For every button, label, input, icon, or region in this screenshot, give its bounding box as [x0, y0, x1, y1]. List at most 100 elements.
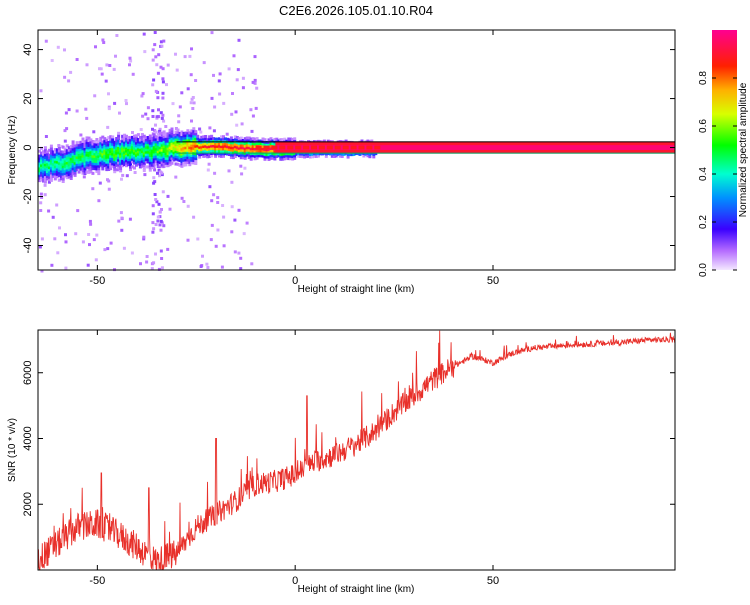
ridge-cell	[140, 150, 144, 154]
ridge-cell	[164, 134, 168, 138]
ridge-cell	[249, 147, 253, 151]
snr-frame	[37, 329, 676, 571]
ridge-cell	[231, 143, 235, 147]
ridge-cell	[176, 133, 180, 137]
ridge-cell	[231, 146, 235, 150]
ridge-cell	[196, 142, 200, 146]
ridge-cell	[166, 147, 170, 151]
ridge-cell	[109, 157, 113, 161]
noise-cell	[227, 67, 231, 71]
noise-cell	[250, 129, 254, 133]
noise-cell	[214, 244, 218, 248]
ridge-cell	[216, 152, 219, 156]
ridge-cell	[315, 152, 318, 156]
ridge-cell	[194, 149, 198, 153]
ridge-cell	[164, 149, 168, 153]
noise-cell	[44, 39, 48, 43]
noise-cell	[188, 54, 192, 58]
ridge-cell	[87, 156, 91, 160]
noise-cell	[98, 181, 102, 185]
ridge-cell	[214, 147, 218, 151]
ridge-cell	[251, 147, 255, 150]
ridge-cell	[261, 142, 265, 146]
ridge-cell	[57, 166, 61, 170]
ridge-cell	[178, 132, 182, 135]
noise-cell	[100, 72, 104, 76]
ridge-cell	[53, 162, 57, 166]
ridge-cell	[259, 142, 263, 145]
ridge-cell	[97, 157, 101, 161]
noise-cell	[218, 72, 222, 76]
ridge-cell	[152, 140, 156, 144]
ridge-cell	[123, 160, 127, 164]
ridge-cell	[239, 141, 243, 145]
noise-cell	[216, 196, 220, 200]
ridge-cell	[263, 150, 267, 154]
ridge-cell	[166, 149, 170, 153]
ridge-cell	[107, 160, 111, 164]
ridge-cell	[245, 138, 249, 142]
ridge-cell	[247, 143, 251, 147]
noise-cell	[221, 204, 225, 207]
ridge-cell	[194, 139, 198, 143]
ridge-cell	[43, 168, 47, 172]
ridge-cell	[210, 137, 214, 141]
ridge-cell	[59, 167, 63, 171]
ridge-cell	[75, 148, 79, 152]
ridge-cell	[53, 148, 57, 151]
ridge-cell	[131, 165, 134, 169]
ridge-cell	[109, 154, 113, 158]
ridge-cell	[61, 160, 65, 164]
ridge-cell	[156, 162, 160, 166]
ridge-cell	[259, 149, 263, 153]
ridge-cell	[43, 170, 47, 174]
ridge-cell	[229, 136, 233, 140]
ridge-cell	[271, 142, 275, 145]
y-tick-label: 4000	[22, 426, 34, 450]
ridge-cell	[166, 164, 170, 168]
ridge-cell	[97, 145, 101, 149]
noise-cell	[125, 102, 128, 106]
noise-cell	[198, 127, 202, 131]
ridge-cell	[188, 143, 192, 147]
noise-cell	[56, 251, 60, 255]
ridge-cell	[283, 157, 287, 161]
ridge-cell	[134, 146, 138, 150]
ridge-cell	[156, 145, 160, 149]
ridge-cell	[38, 164, 41, 168]
ridge-cell	[129, 138, 132, 142]
ridge-cell	[255, 139, 259, 143]
noise-cell	[235, 78, 239, 82]
noise-cell	[249, 108, 253, 112]
ridge-cell	[45, 165, 49, 169]
ridge-cell	[301, 155, 305, 159]
ridge-cell	[129, 165, 132, 169]
noise-cell	[160, 208, 163, 211]
ridge-cell	[257, 142, 261, 145]
ridge-cell	[121, 149, 125, 153]
ridge-cell	[229, 141, 233, 145]
ridge-cell	[164, 144, 168, 148]
ridge-cell	[198, 143, 202, 147]
ridge-cell	[49, 176, 53, 180]
noise-cell	[159, 65, 163, 69]
ridge-cell	[152, 135, 156, 139]
ridge-cell	[136, 162, 140, 166]
ridge-cell	[186, 129, 190, 133]
ridge-cell	[133, 142, 136, 145]
ridge-cell	[57, 178, 61, 182]
ridge-cell	[134, 153, 138, 157]
ridge-cell	[67, 153, 71, 157]
noise-cell	[43, 183, 47, 187]
ridge-cell	[182, 131, 186, 135]
ridge-cell	[168, 158, 172, 162]
ridge-cell	[142, 159, 146, 163]
ridge-cell	[200, 148, 204, 152]
ridge-cell	[176, 150, 180, 154]
ridge-cell	[89, 158, 93, 161]
ridge-cell	[83, 157, 87, 161]
ridge-cell	[47, 178, 51, 182]
ridge-cell	[127, 136, 130, 140]
ridge-cell	[150, 153, 154, 157]
